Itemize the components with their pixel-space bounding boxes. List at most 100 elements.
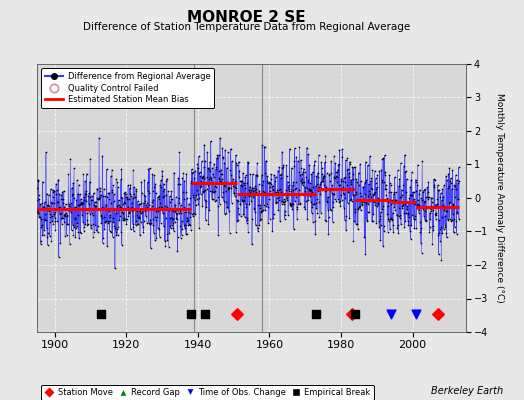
Point	[365, 209, 374, 216]
Point	[195, 225, 203, 232]
Point	[154, 203, 162, 210]
Point	[71, 215, 80, 221]
Point	[234, 205, 243, 212]
Point	[55, 190, 63, 197]
Point	[134, 214, 142, 220]
Point	[379, 223, 388, 229]
Point	[279, 200, 288, 207]
Point	[239, 211, 247, 217]
Point	[244, 158, 252, 165]
Point	[189, 213, 198, 219]
Point	[397, 186, 406, 193]
Point	[243, 217, 251, 223]
Point	[363, 218, 372, 224]
Point	[414, 201, 422, 207]
Point	[409, 189, 417, 195]
Point	[404, 211, 412, 218]
Point	[114, 184, 122, 190]
Point	[72, 197, 81, 203]
Point	[248, 241, 256, 248]
Point	[171, 208, 179, 214]
Point	[385, 189, 393, 195]
Point	[430, 204, 439, 210]
Point	[369, 198, 378, 205]
Point	[155, 196, 163, 202]
Point	[184, 222, 192, 228]
Point	[351, 206, 359, 212]
Point	[115, 204, 124, 211]
Point	[361, 180, 369, 187]
Point	[238, 182, 247, 189]
Point	[262, 202, 270, 209]
Point	[365, 188, 373, 194]
Point	[69, 231, 78, 238]
Point	[389, 222, 397, 228]
Point	[82, 198, 90, 204]
Point	[216, 135, 224, 141]
Point	[435, 217, 444, 223]
Point	[447, 218, 456, 224]
Point	[329, 204, 337, 211]
Point	[136, 208, 145, 214]
Point	[75, 201, 84, 207]
Point	[287, 202, 296, 209]
Point	[49, 188, 57, 195]
Point	[277, 189, 285, 196]
Point	[368, 218, 376, 225]
Point	[413, 182, 421, 188]
Point	[291, 185, 300, 191]
Point	[417, 195, 425, 201]
Point	[158, 210, 167, 216]
Point	[156, 199, 165, 206]
Point	[84, 207, 92, 213]
Point	[201, 187, 210, 194]
Point	[111, 224, 119, 231]
Point	[376, 216, 384, 222]
Point	[270, 171, 278, 178]
Point	[361, 191, 369, 197]
Point	[87, 225, 95, 232]
Point	[226, 180, 234, 187]
Point	[295, 144, 303, 151]
Point	[268, 183, 277, 189]
Point	[398, 192, 406, 198]
Point	[311, 158, 319, 164]
Point	[76, 228, 84, 235]
Point	[182, 170, 190, 177]
Point	[47, 238, 56, 244]
Point	[345, 158, 354, 165]
Point	[41, 216, 49, 223]
Point	[231, 178, 239, 184]
Point	[93, 229, 102, 236]
Point	[408, 200, 417, 206]
Point	[301, 198, 310, 204]
Point	[106, 214, 114, 221]
Point	[128, 220, 137, 227]
Point	[174, 175, 182, 182]
Point	[235, 167, 244, 174]
Point	[316, 179, 325, 186]
Point	[213, 155, 221, 161]
Point	[37, 216, 46, 222]
Point	[259, 201, 268, 208]
Point	[310, 192, 318, 198]
Point	[300, 188, 309, 194]
Point	[176, 208, 184, 214]
Point	[269, 186, 277, 192]
Point	[263, 190, 271, 196]
Point	[173, 234, 182, 240]
Point	[365, 190, 374, 197]
Point	[378, 206, 386, 213]
Point	[304, 151, 312, 157]
Point	[401, 168, 410, 175]
Point	[200, 164, 209, 170]
Point	[36, 214, 44, 220]
Point	[205, 166, 213, 172]
Point	[223, 204, 232, 210]
Point	[147, 203, 156, 209]
Point	[387, 189, 396, 196]
Point	[344, 170, 353, 176]
Point	[385, 172, 394, 178]
Point	[62, 232, 71, 238]
Point	[419, 206, 428, 212]
